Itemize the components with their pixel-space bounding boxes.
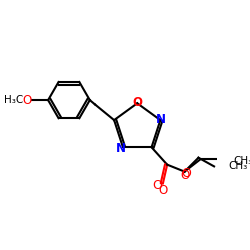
Text: CH₃: CH₃	[228, 162, 247, 172]
Text: O: O	[132, 96, 142, 109]
Text: CH₃: CH₃	[233, 156, 250, 166]
Text: N: N	[116, 142, 126, 155]
Text: N: N	[156, 113, 166, 126]
Text: O: O	[22, 94, 32, 106]
Text: O: O	[158, 184, 168, 197]
Text: O: O	[153, 179, 162, 192]
Text: O: O	[181, 167, 191, 180]
Text: O: O	[180, 168, 189, 181]
Text: H₃C: H₃C	[4, 95, 23, 105]
